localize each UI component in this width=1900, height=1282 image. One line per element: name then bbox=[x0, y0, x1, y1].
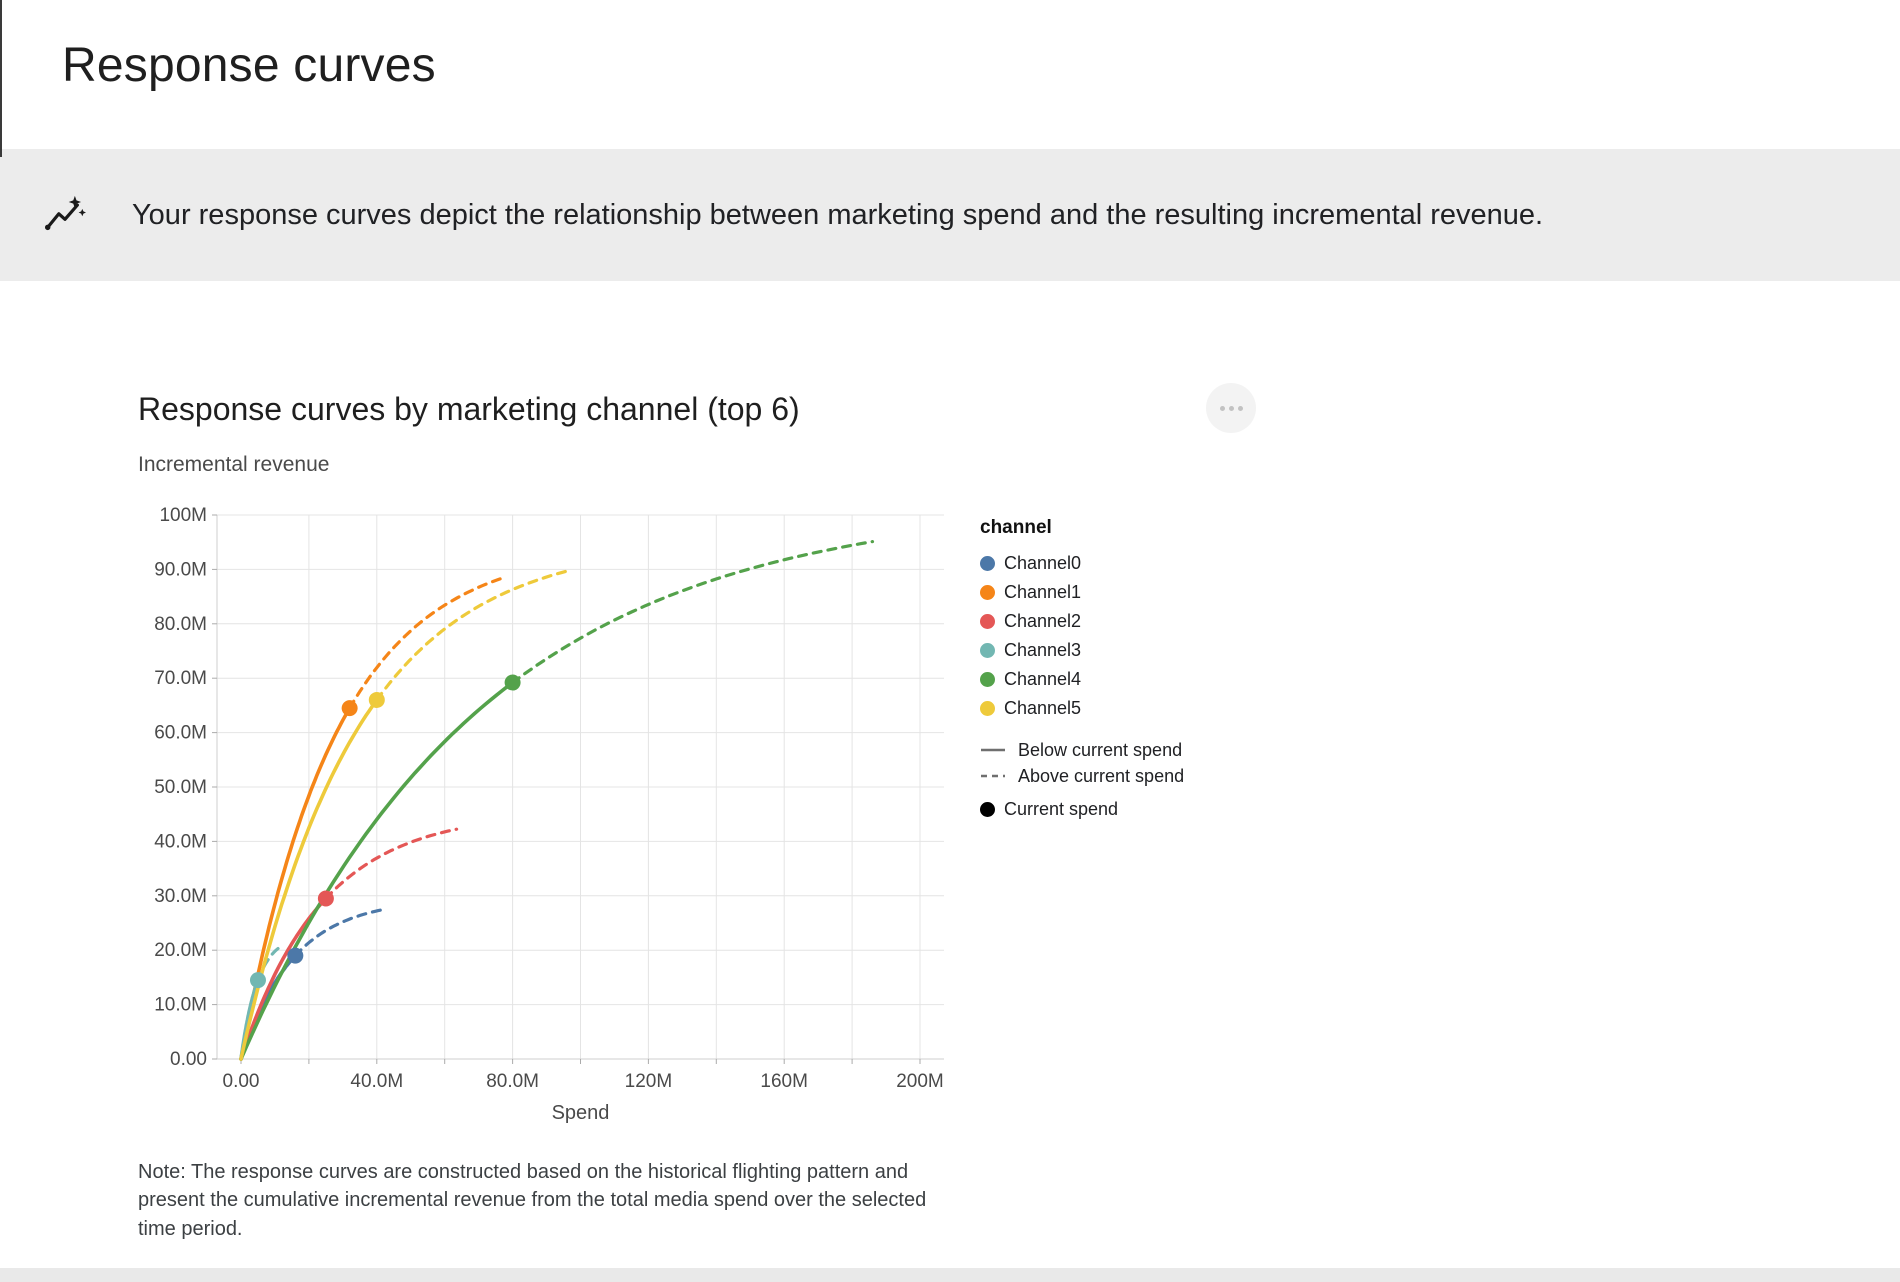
svg-text:80.0M: 80.0M bbox=[486, 1071, 539, 1092]
legend-item: Channel2 bbox=[980, 607, 1184, 636]
svg-text:20.0M: 20.0M bbox=[154, 940, 207, 961]
legend-item-label: Channel2 bbox=[1004, 611, 1082, 631]
legend-item-label: Channel5 bbox=[1004, 698, 1082, 718]
legend-item: Channel0 bbox=[980, 549, 1184, 578]
legend-line-style-label: Below current spend bbox=[1018, 739, 1183, 760]
page-header: Response curves bbox=[0, 0, 1900, 149]
legend-title: channel bbox=[980, 517, 1052, 538]
current-spend-dot-Channel2 bbox=[317, 890, 334, 907]
legend-channel-items: Channel0 Channel1 Channel2 Channel3 Channel4… bbox=[980, 549, 1184, 723]
banner-text: Your response curves depict the relation… bbox=[132, 198, 1544, 231]
current-spend-dot-Channel1 bbox=[341, 700, 358, 717]
legend-line-styles: Below current spend Above current spend bbox=[980, 737, 1184, 789]
svg-text:90.0M: 90.0M bbox=[154, 559, 207, 580]
svg-text:0.00: 0.00 bbox=[170, 1049, 207, 1070]
legend-item-label: Channel1 bbox=[1004, 582, 1082, 602]
legend-item: Channel4 bbox=[980, 665, 1184, 694]
chart-footnote: Note: The response curves are constructe… bbox=[138, 1161, 927, 1240]
svg-text:30.0M: 30.0M bbox=[154, 886, 207, 907]
legend: channel Channel0 Channel1 Channel2 Channel3… bbox=[980, 517, 1184, 820]
svg-text:0.00: 0.00 bbox=[223, 1071, 260, 1092]
insights-sparkline-icon bbox=[44, 194, 86, 236]
svg-text:40.0M: 40.0M bbox=[350, 1071, 403, 1092]
legend-color-dot bbox=[980, 672, 995, 687]
legend-color-dot bbox=[980, 643, 995, 658]
report-section: Response curves by marketing channel (to… bbox=[0, 281, 1900, 1243]
legend-line-style-label: Above current spend bbox=[1018, 765, 1185, 786]
more-options-icon bbox=[1219, 405, 1225, 411]
legend-color-dot bbox=[980, 701, 995, 716]
svg-text:70.0M: 70.0M bbox=[154, 668, 207, 689]
svg-text:40.0M: 40.0M bbox=[154, 831, 207, 852]
axes: 0.00 40.0M 80.0M 120M 160M 200M 0.00 10.0M 20.0M… bbox=[154, 505, 944, 1124]
chart-row: 0.00 40.0M 80.0M 120M 160M 200M 0.00 10.0M 20.0M… bbox=[138, 477, 1900, 1132]
info-banner: Your response curves depict the relation… bbox=[0, 149, 1900, 281]
current-spend-dot-Channel4 bbox=[504, 674, 521, 691]
current-spend-marker-icon bbox=[980, 802, 995, 817]
current-spend-dot-Channel0 bbox=[287, 947, 304, 964]
svg-text:200M: 200M bbox=[896, 1071, 944, 1092]
chart-title: Response curves by marketing channel (to… bbox=[138, 391, 800, 427]
series-Channel5 bbox=[239, 568, 572, 1061]
legend-color-dot bbox=[980, 614, 995, 629]
svg-text:120M: 120M bbox=[625, 1071, 673, 1092]
y-axis-title: Incremental revenue bbox=[138, 453, 330, 476]
legend-item-label: Channel0 bbox=[1004, 553, 1082, 573]
legend-item-label: Channel3 bbox=[1004, 640, 1082, 660]
page-title: Response curves bbox=[62, 39, 436, 92]
svg-text:160M: 160M bbox=[760, 1071, 808, 1092]
legend-marker-label: Current spend bbox=[1004, 799, 1119, 819]
bottom-strip bbox=[0, 1268, 1900, 1282]
series-Channel4 bbox=[239, 540, 875, 1061]
svg-text:100M: 100M bbox=[159, 505, 207, 526]
legend-item: Channel5 bbox=[980, 694, 1184, 723]
svg-text:60.0M: 60.0M bbox=[154, 723, 207, 744]
response-curves-chart: 0.00 40.0M 80.0M 120M 160M 200M 0.00 10.0M 20.0M… bbox=[154, 505, 944, 1124]
legend-item: Channel1 bbox=[980, 578, 1184, 607]
legend-current-spend: Current spend bbox=[980, 799, 1184, 820]
x-axis-label: Spend bbox=[552, 1102, 610, 1124]
legend-item: Channel3 bbox=[980, 636, 1184, 665]
series-Channel1 bbox=[239, 576, 504, 1061]
svg-text:50.0M: 50.0M bbox=[154, 777, 207, 798]
left-edge-line bbox=[0, 0, 2, 157]
current-spend-dot-Channel5 bbox=[368, 691, 385, 708]
more-options-button[interactable] bbox=[1206, 383, 1256, 433]
series-Channel2 bbox=[239, 827, 459, 1061]
legend-color-dot bbox=[980, 585, 995, 600]
svg-text:80.0M: 80.0M bbox=[154, 614, 207, 635]
legend-color-dot bbox=[980, 556, 995, 571]
svg-text:10.0M: 10.0M bbox=[154, 995, 207, 1016]
current-spend-dot-Channel3 bbox=[249, 972, 266, 989]
legend-item-label: Channel4 bbox=[1004, 669, 1082, 689]
legend-line-style-item: Above current spend bbox=[980, 763, 1184, 789]
chart-card-header: Response curves by marketing channel (to… bbox=[138, 383, 1256, 433]
legend-line-style-item: Below current spend bbox=[980, 737, 1184, 763]
